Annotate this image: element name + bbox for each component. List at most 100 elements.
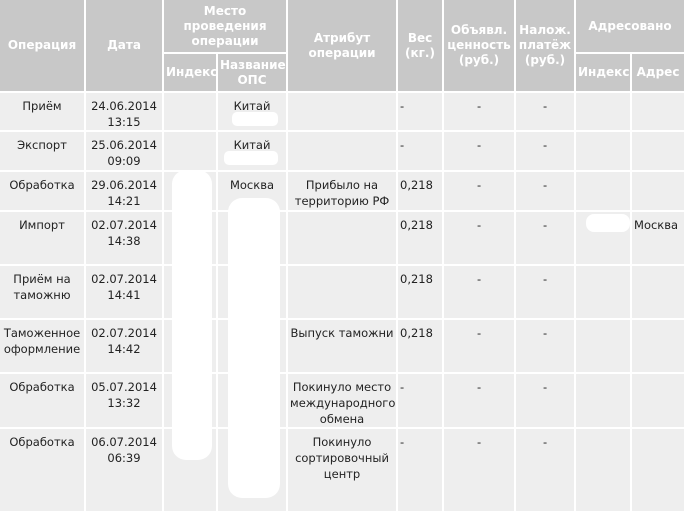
time-text: 14:41 (107, 288, 141, 302)
declared-value-cell: - (444, 212, 515, 264)
table-row: Обработка 05.07.2014 13:32 Покинуло место м… (0, 374, 684, 427)
declared-value-cell: - (444, 429, 515, 511)
cod-cell: - (516, 132, 575, 170)
redaction (232, 112, 278, 126)
date-cell: 06.07.2014 06:39 (86, 429, 162, 511)
index-cell (164, 93, 216, 130)
header-addr-address: Адрес (632, 54, 684, 91)
addr-address-cell (632, 266, 684, 318)
addr-address-cell (632, 374, 684, 427)
date-cell: 24.06.2014 13:15 (86, 93, 162, 130)
addr-index-cell (576, 320, 631, 372)
operation-cell: Экспорт (0, 132, 84, 170)
addr-address-cell (632, 93, 684, 130)
weight-cell: 0,218 (398, 172, 443, 210)
addr-address-cell (632, 429, 684, 511)
index-cell (164, 132, 216, 170)
table-row: Приём на таможню 02.07.2014 14:41 0,218- - (0, 266, 684, 318)
date-cell: 25.06.2014 09:09 (86, 132, 162, 170)
header-date: Дата (86, 0, 162, 91)
declared-value-cell: - (444, 320, 515, 372)
declared-value-cell: - (444, 374, 515, 427)
table-row: Приём 24.06.2014 13:15 Китай - - - (0, 93, 684, 130)
attribute-cell (288, 212, 397, 264)
weight-cell: - (398, 374, 443, 427)
cod-cell: - (516, 172, 575, 210)
redaction (586, 214, 630, 232)
attribute-cell: Выпуск таможни (288, 320, 397, 372)
weight-cell: - (398, 132, 443, 170)
declared-value-cell: - (444, 93, 515, 130)
date-text: 06.07.2014 (91, 435, 157, 449)
addr-index-cell (576, 266, 631, 318)
attribute-cell: Покинуло место международного обмена (288, 374, 397, 427)
time-text: 09:09 (107, 154, 141, 168)
addr-address-cell (632, 172, 684, 210)
attribute-cell (288, 93, 397, 130)
table-row: Экспорт 25.06.2014 09:09 Китай - - - (0, 132, 684, 170)
redaction (172, 170, 212, 460)
addr-index-cell (576, 429, 631, 511)
header-operation: Операция (0, 0, 84, 91)
date-cell: 02.07.2014 14:38 (86, 212, 162, 264)
declared-value-cell: - (444, 266, 515, 318)
weight-cell: 0,218 (398, 266, 443, 318)
attribute-cell (288, 266, 397, 318)
addr-index-cell (576, 172, 631, 210)
declared-value-cell: - (444, 172, 515, 210)
date-cell: 05.07.2014 13:32 (86, 374, 162, 427)
time-text: 14:42 (107, 342, 141, 356)
cod-cell: - (516, 93, 575, 130)
operation-cell: Обработка (0, 374, 84, 427)
weight-cell: - (398, 93, 443, 130)
date-text: 02.07.2014 (91, 272, 157, 286)
addr-address-cell (632, 132, 684, 170)
header-addr-index: Индекс (576, 54, 631, 91)
operation-cell: Приём на таможню (0, 266, 84, 318)
header-index: Индекс (164, 54, 217, 91)
table-row: Таможенное оформление 02.07.2014 14:42 Выпу… (0, 320, 684, 372)
header-attribute: Атрибут операции (288, 0, 397, 91)
cod-cell: - (516, 429, 575, 511)
header-declared-value: Объявл. ценность (руб.) (444, 0, 515, 91)
redaction (228, 198, 280, 498)
addr-address-cell (632, 320, 684, 372)
header-ops-name: Название ОПС (218, 54, 287, 91)
cod-cell: - (516, 320, 575, 372)
addr-index-cell (576, 132, 631, 170)
declared-value-cell: - (444, 132, 515, 170)
operation-cell: Обработка (0, 172, 84, 210)
cod-cell: - (516, 212, 575, 264)
addr-address-cell: Москва (632, 212, 684, 264)
date-text: 25.06.2014 (91, 138, 157, 152)
attribute-cell: Покинуло сортировочный центр (288, 429, 397, 511)
header-cod: Налож. платёж (руб.) (516, 0, 575, 91)
weight-cell: - (398, 429, 443, 511)
cod-cell: - (516, 374, 575, 427)
attribute-cell: Прибыло на территорию РФ (288, 172, 397, 210)
date-text: 05.07.2014 (91, 380, 157, 394)
time-text: 14:21 (107, 194, 141, 208)
date-text: 29.06.2014 (91, 178, 157, 192)
operation-cell: Приём (0, 93, 84, 130)
date-cell: 02.07.2014 14:42 (86, 320, 162, 372)
date-text: 02.07.2014 (91, 218, 157, 232)
time-text: 13:32 (107, 396, 141, 410)
date-cell: 02.07.2014 14:41 (86, 266, 162, 318)
date-cell: 29.06.2014 14:21 (86, 172, 162, 210)
time-text: 14:38 (107, 234, 141, 248)
operation-cell: Импорт (0, 212, 84, 264)
header-place: Место проведения операции (164, 0, 287, 52)
addr-index-cell (576, 93, 631, 130)
header-weight: Вес (кг.) (398, 0, 443, 91)
cod-cell: - (516, 266, 575, 318)
attribute-cell (288, 132, 397, 170)
header-addressed: Адресовано (576, 0, 684, 52)
time-text: 13:15 (107, 115, 141, 129)
weight-cell: 0,218 (398, 320, 443, 372)
operation-cell: Обработка (0, 429, 84, 511)
addr-index-cell (576, 374, 631, 427)
time-text: 06:39 (107, 451, 141, 465)
operation-cell: Таможенное оформление (0, 320, 84, 372)
